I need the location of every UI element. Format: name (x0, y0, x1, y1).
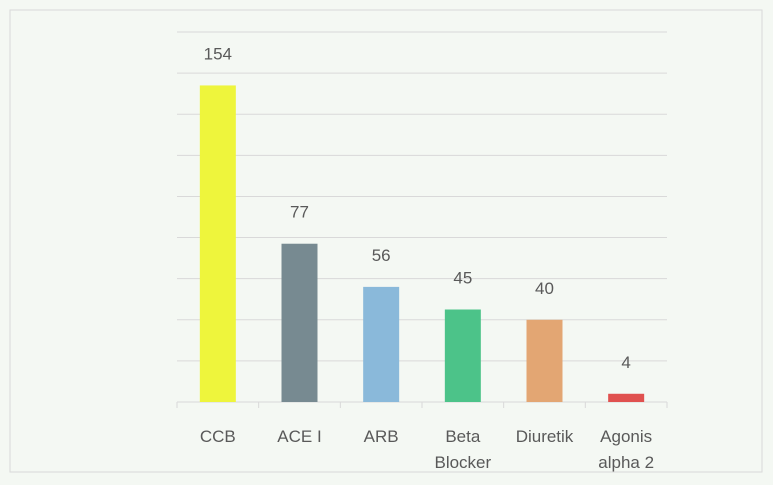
x-tick-label: Agonis alpha 2 (598, 427, 655, 472)
data-label: 56 (372, 246, 391, 265)
data-label: 45 (453, 269, 472, 288)
x-tick-label: Diuretik (515, 427, 574, 446)
data-label: 77 (290, 203, 309, 222)
bar (281, 243, 318, 402)
bar (526, 319, 563, 402)
bar (199, 85, 236, 402)
bar (608, 393, 645, 402)
chart-border (9, 9, 763, 473)
bar (363, 286, 400, 402)
data-label: 40 (535, 279, 554, 298)
x-tick-label: ACE I (277, 427, 322, 446)
x-tick-label: CCB (199, 427, 236, 446)
data-label: 4 (621, 353, 630, 372)
x-tick-label: Beta Blocker (434, 427, 492, 472)
x-tick-label: ARB (363, 427, 399, 446)
bar (444, 309, 481, 402)
data-label: 154 (204, 44, 232, 63)
